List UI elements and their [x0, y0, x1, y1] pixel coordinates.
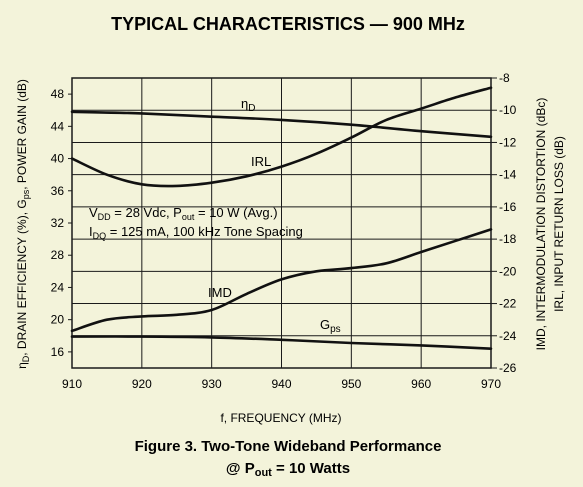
x-tick-label: 960: [411, 377, 431, 391]
right-axis-ticks: -8 -10 -12 -14 -16 -18 -20 -22 -24 -26: [491, 71, 517, 375]
left-axis-ticks: 16 20 24 28 32 36 40 44 48: [51, 87, 72, 359]
y-left-tick-label: 32: [51, 216, 65, 230]
y-left-tick-label: 28: [51, 248, 65, 262]
y-right-tick-label: -26: [499, 361, 517, 375]
y-axis-label-right-irl: IRL, INPUT RETURN LOSS (dB): [552, 136, 566, 312]
annotation-imd: IMD: [208, 285, 232, 300]
condition-line-2: IDQ = 125 mA, 100 kHz Tone Spacing: [89, 224, 303, 241]
series-line-etaD: [70, 110, 493, 139]
y-axis-label-left: ηD, DRAIN EFFICIENCY (%), Gps, POWER GAI…: [15, 79, 31, 369]
x-tick-label: 930: [202, 377, 222, 391]
y-right-tick-label: -20: [499, 264, 517, 278]
x-tick-label: 910: [62, 377, 82, 391]
y-left-tick-label: 48: [51, 87, 65, 101]
x-axis-ticks: 910 920 930 940 950 960 970: [62, 377, 501, 391]
y-right-tick-label: -18: [499, 232, 517, 246]
y-left-tick-label: 40: [51, 152, 65, 166]
y-axis-label-right-imd: IMD, INTERMODULATION DISTORTION (dBc): [534, 98, 548, 351]
x-tick-label: 970: [481, 377, 501, 391]
y-right-tick-label: -14: [499, 168, 517, 182]
x-tick-label: 920: [132, 377, 152, 391]
figure-caption-line-2: @ Pout = 10 Watts: [226, 460, 350, 479]
x-tick-label: 940: [271, 377, 291, 391]
y-right-tick-label: -24: [499, 329, 517, 343]
series-line-imd: [70, 228, 493, 333]
condition-line-1: VDD = 28 Vdc, Pout = 10 W (Avg.): [89, 205, 278, 222]
series-lines: [70, 86, 493, 350]
annotation-gps: Gps: [320, 317, 341, 335]
figure-caption-line-1: Figure 3. Two-Tone Wideband Performance: [135, 438, 442, 455]
series-line-gps: [70, 335, 493, 350]
grid: [72, 78, 491, 368]
y-right-tick-label: -12: [499, 135, 517, 149]
y-left-tick-label: 36: [51, 184, 65, 198]
x-tick-label: 950: [341, 377, 361, 391]
y-right-tick-label: -22: [499, 297, 517, 311]
chart-title: TYPICAL CHARACTERISTICS — 900 MHz: [111, 14, 465, 34]
y-left-tick-label: 44: [51, 119, 65, 133]
y-right-tick-label: -10: [499, 103, 517, 117]
y-left-tick-label: 16: [51, 345, 65, 359]
y-left-tick-label: 20: [51, 313, 65, 327]
annotation-etad: ηD: [241, 96, 255, 114]
y-left-tick-label: 24: [51, 280, 65, 294]
y-right-tick-label: -16: [499, 200, 517, 214]
x-axis-label: f, FREQUENCY (MHz): [220, 411, 341, 425]
annotation-irl: IRL: [251, 154, 271, 169]
y-right-tick-label: -8: [499, 71, 510, 85]
series-line-irl: [70, 86, 493, 188]
